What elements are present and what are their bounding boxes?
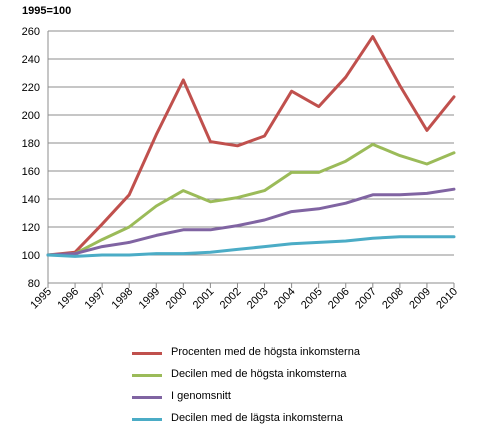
x-tick-label-1997: 1997 [82, 286, 108, 312]
y-tick-label-220: 220 [22, 82, 40, 94]
legend-swatch-top-percent [132, 352, 162, 355]
legend-swatch-bottom-decile [132, 418, 162, 421]
x-tick-label-2000: 2000 [164, 286, 190, 312]
y-tick-label-160: 160 [22, 166, 40, 178]
legend-label-top-decile: Decilen med de högsta inkomsterna [171, 368, 347, 380]
y-tick-label-200: 200 [22, 110, 40, 122]
series-line-1 [46, 142, 456, 257]
y-tick-label-180: 180 [22, 138, 40, 150]
x-tick-label-1996: 1996 [55, 286, 81, 312]
x-tick-label-2010: 2010 [434, 286, 460, 312]
series-line-0 [46, 35, 456, 257]
x-tick-label-2007: 2007 [353, 286, 379, 312]
series-line-3 [46, 235, 456, 258]
x-tick-label-2008: 2008 [380, 286, 406, 312]
y-tick-label-100: 100 [22, 250, 40, 262]
legend-label-top-percent: Procenten med de högsta inkomsterna [171, 346, 360, 358]
x-tick-label-2006: 2006 [326, 286, 352, 312]
y-tick-label-80: 80 [28, 278, 40, 290]
y-tick-label-240: 240 [22, 54, 40, 66]
x-tick-label-2001: 2001 [191, 286, 217, 312]
x-tick-label-2005: 2005 [299, 286, 325, 312]
x-tick-label-2009: 2009 [407, 286, 433, 312]
x-tick-label-1999: 1999 [137, 286, 163, 312]
y-tick-label-120: 120 [22, 222, 40, 234]
x-tick-label-2002: 2002 [218, 286, 244, 312]
legend-label-average: I genomsnitt [171, 390, 231, 402]
legend-swatch-average [132, 396, 162, 399]
y-tick-label-260: 260 [22, 26, 40, 38]
x-tick-label-1998: 1998 [110, 286, 136, 312]
x-tick-label-2003: 2003 [245, 286, 271, 312]
legend-label-bottom-decile: Decilen med de lägsta inkomsterna [171, 412, 343, 424]
x-tick-label-2004: 2004 [272, 286, 298, 312]
series-line-2 [46, 187, 456, 257]
legend-swatch-top-decile [132, 374, 162, 377]
y-axis-unit-label: 1995=100 [22, 5, 72, 17]
y-tick-label-140: 140 [22, 194, 40, 206]
